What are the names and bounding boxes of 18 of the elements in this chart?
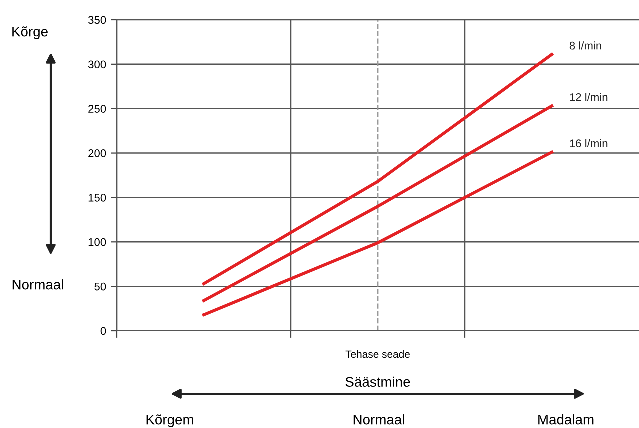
text: Tehase seade — [346, 350, 410, 358]
text: Kõrgem — [146, 414, 194, 428]
y-tick-label: 100 — [88, 238, 106, 246]
y-tick-label: 50 — [94, 282, 106, 291]
text: Madalam — [538, 414, 594, 425]
series-label: 8 l/min — [570, 42, 602, 50]
series-label: 16 l/min — [570, 139, 608, 148]
y-tick-label: 250 — [88, 105, 106, 113]
y-tick-label: 200 — [88, 150, 106, 158]
y-tick-label: 300 — [88, 60, 106, 69]
y-tick-label: 0 — [100, 327, 106, 336]
text: Normaal — [354, 414, 404, 425]
text: Kõrge — [12, 26, 48, 40]
x-axis-title: Säästmine — [346, 376, 410, 388]
text: Normaal — [12, 280, 64, 290]
series-label: 12 l/min — [570, 93, 608, 102]
y-tick-label: 350 — [88, 16, 106, 24]
y-tick-label: 150 — [88, 194, 106, 202]
